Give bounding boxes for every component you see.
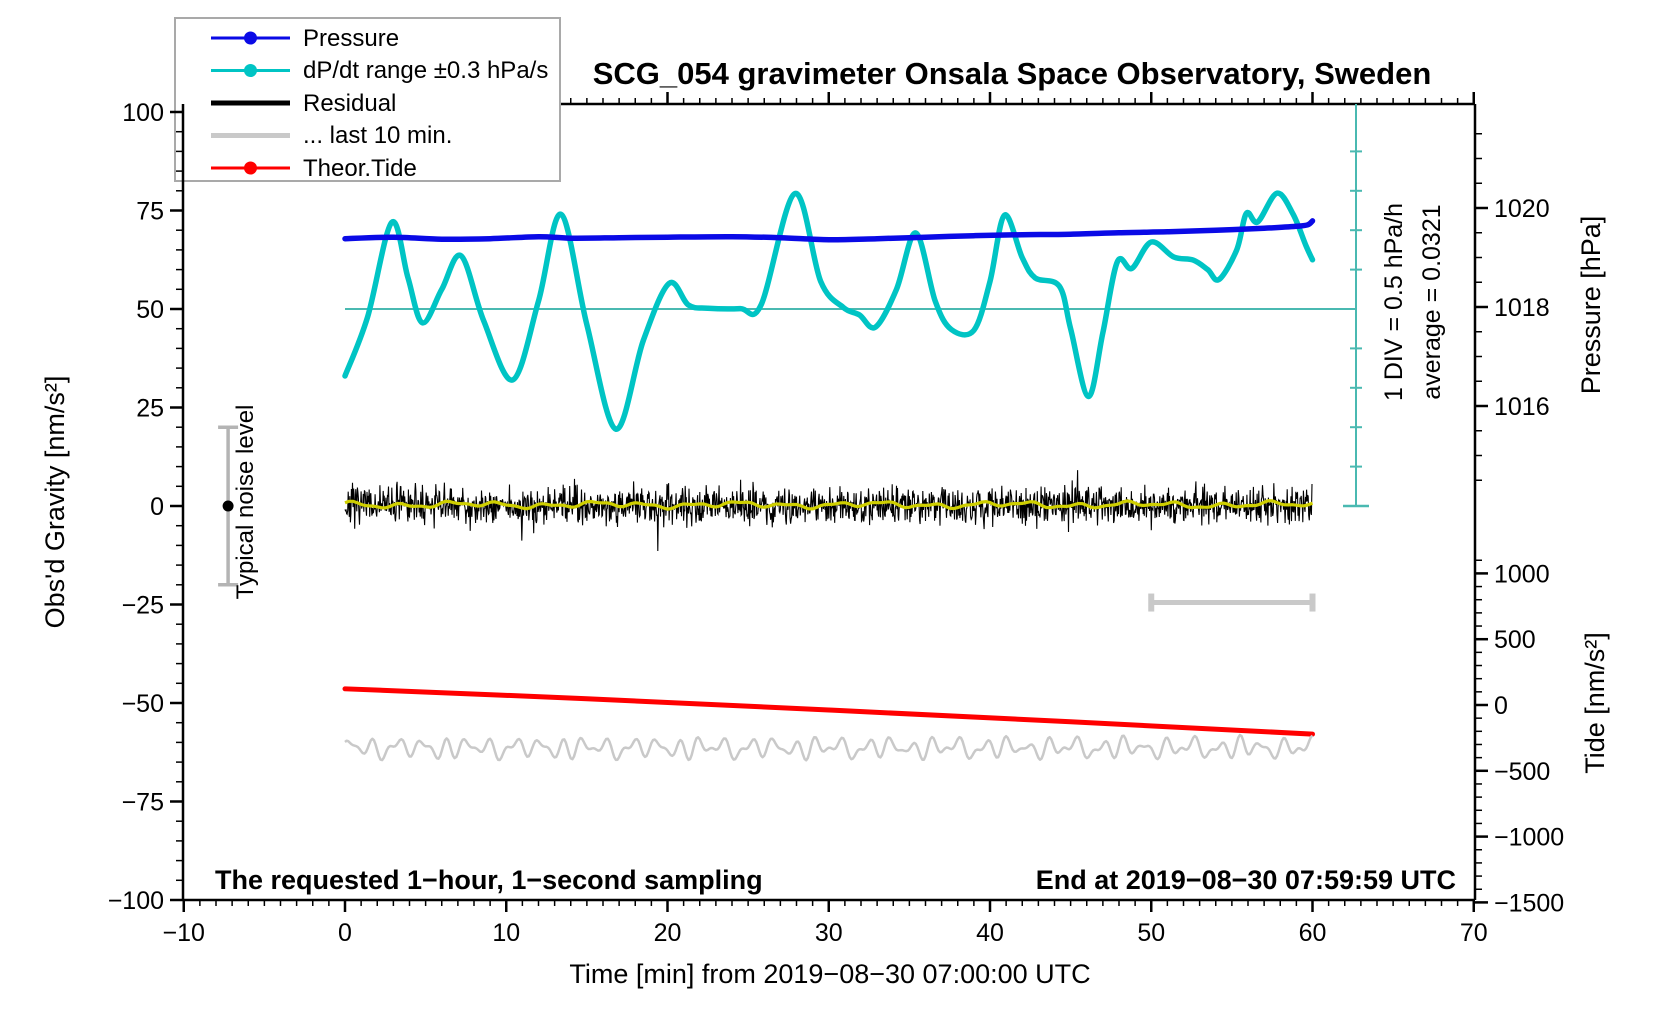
y-axis-pressure-label: Pressure [hPa] [1576, 216, 1606, 395]
x-tick-label: 30 [815, 919, 843, 947]
end-time-annotation: End at 2019−08−30 07:59:59 UTC [1036, 865, 1456, 895]
div-scale-note: 1 DIV = 0.5 hPa/h [1380, 203, 1408, 401]
x-tick-label: 70 [1460, 919, 1488, 947]
legend-sample-dot [244, 161, 257, 175]
legend-sample-dot [244, 64, 257, 77]
x-axis-label: Time [min] from 2019−08−30 07:00:00 UTC [569, 959, 1090, 989]
tide-tick-label: 0 [1494, 692, 1508, 720]
tide-tick-label: −500 [1494, 758, 1550, 786]
theor-tide-line [342, 686, 1315, 737]
noise-level-label: Typical noise level [232, 405, 259, 600]
legend-label-last10: ... last 10 min. [303, 122, 452, 149]
dpdt-line [342, 190, 1316, 432]
residual-smooth-line [344, 499, 1314, 511]
pressure-tick-label: 1016 [1494, 393, 1550, 421]
y-tick-label: −75 [122, 789, 164, 817]
legend-box [174, 17, 561, 182]
chart-title: SCG_054 gravimeter Onsala Space Observat… [593, 56, 1432, 91]
y-tick-label: −25 [122, 592, 164, 620]
tide-tick-label: −1000 [1494, 824, 1564, 852]
x-tick-label: 0 [338, 919, 352, 947]
x-tick-label: 50 [1137, 919, 1165, 947]
average-note: average = 0.0321 [1418, 204, 1446, 399]
x-tick-label: 10 [492, 919, 520, 947]
x-tick-label: 40 [976, 919, 1004, 947]
last10-line [344, 733, 1314, 762]
legend-label-tide: Theor.Tide [303, 155, 417, 182]
legend-samples [211, 31, 290, 175]
residual-line [344, 470, 1313, 552]
data-series [218, 190, 1316, 762]
pressure-tick-label: 1020 [1494, 195, 1550, 223]
legend-label-dpdt: dP/dt range ±0.3 hPa/s [303, 57, 548, 84]
legend-background [174, 17, 561, 182]
sampling-annotation: The requested 1−hour, 1−second sampling [215, 865, 763, 895]
y-tick-label: 75 [136, 198, 164, 226]
legend-sample-dot [244, 31, 257, 45]
y-tick-label: −100 [108, 887, 164, 915]
y-tick-label: 0 [150, 493, 164, 521]
y-axis-tide-label: Tide [nm/s²] [1580, 632, 1610, 774]
y-tick-label: −50 [122, 690, 164, 718]
noise-level-dot [222, 500, 234, 512]
x-tick-label: −10 [163, 919, 205, 947]
legend-label-pressure: Pressure [303, 25, 399, 52]
tide-tick-label: −1500 [1494, 889, 1564, 917]
x-tick-label: 20 [654, 919, 682, 947]
y-axis-gravity-label: Obs'd Gravity [nm/s²] [40, 376, 70, 629]
tide-tick-label: 1000 [1494, 560, 1550, 588]
pressure-line [342, 218, 1316, 243]
tide-tick-label: 500 [1494, 626, 1536, 654]
x-tick-label: 60 [1299, 919, 1327, 947]
pressure-tick-label: 1018 [1494, 294, 1550, 322]
y-tick-label: 100 [122, 99, 164, 127]
y-tick-label: 50 [136, 296, 164, 324]
plot-frame-and-ticks: −10 0 10 20 30 40 50 60 701007550250−25−50−75−10… [108, 99, 1565, 947]
y-tick-label: 25 [136, 395, 164, 423]
legend-label-residual: Residual [303, 90, 396, 117]
